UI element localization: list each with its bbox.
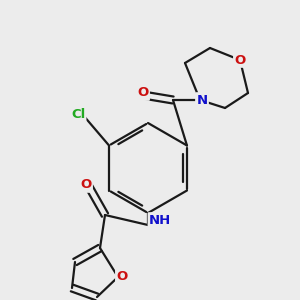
Text: O: O — [80, 178, 92, 191]
Text: O: O — [234, 53, 246, 67]
Text: Cl: Cl — [71, 109, 85, 122]
Text: O: O — [116, 271, 128, 284]
Text: O: O — [137, 86, 148, 100]
Text: NH: NH — [149, 214, 171, 226]
Text: N: N — [196, 94, 208, 106]
